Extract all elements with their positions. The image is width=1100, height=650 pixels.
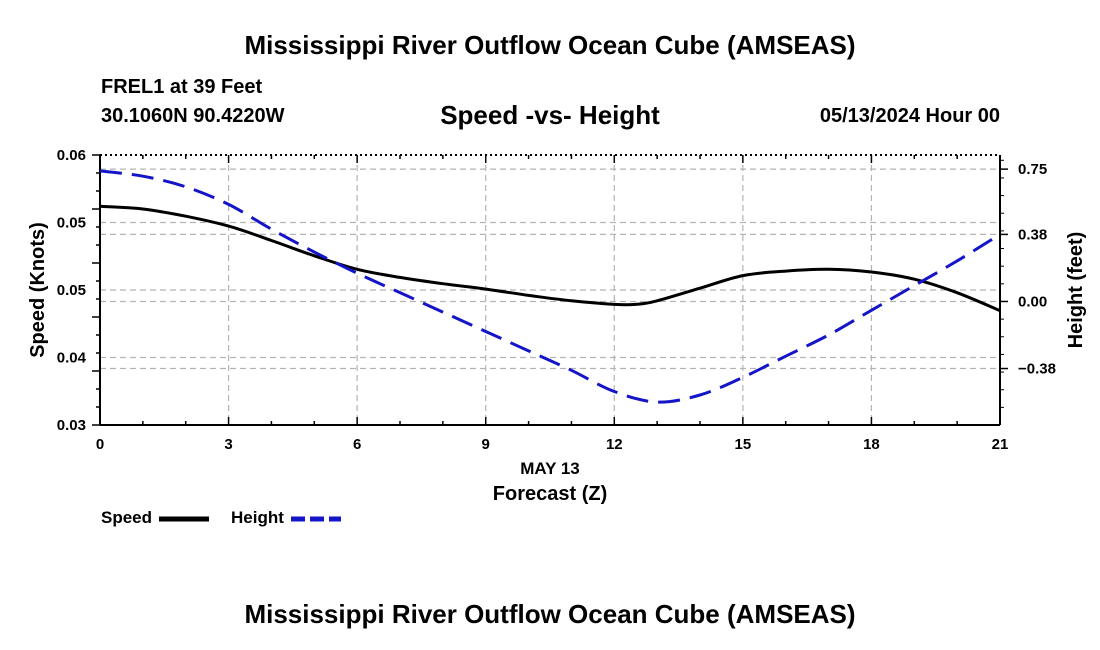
labels-layer: 0 3 6 9 12 15 18 21 0.03 0.04 0.05 0.05 0.06 −0.38 0.0… <box>27 147 1087 505</box>
x-tick-label: 6 <box>353 436 361 453</box>
legend-item-speed: Speed <box>101 508 211 528</box>
x-tick-label: 0 <box>96 436 104 453</box>
legend-item-height: Height <box>231 508 343 528</box>
coordinates-label: 30.1060N 90.4220W <box>101 105 285 127</box>
x-axis-sublabel: MAY 13 <box>520 459 580 478</box>
y-axis-label: Speed (Knots) <box>27 222 49 358</box>
y2-tick-label: −0.38 <box>1018 361 1056 378</box>
y2-tick-label: 0.00 <box>1018 293 1047 310</box>
axes-layer <box>92 154 1008 426</box>
x-tick-label: 9 <box>482 436 490 453</box>
x-tick-label: 18 <box>863 436 880 453</box>
station-label: FREL1 at 39 Feet <box>101 76 263 98</box>
grid-layer <box>100 155 1000 425</box>
y-tick-label: 0.05 <box>57 282 86 299</box>
x-tick-label: 3 <box>224 436 232 453</box>
x-tick-label: 15 <box>735 436 752 453</box>
main-title: Mississippi River Outflow Ocean Cube (AM… <box>244 30 856 60</box>
forecast-datetime: 05/13/2024 Hour 00 <box>819 105 1000 127</box>
legend-label-speed: Speed <box>101 508 153 527</box>
y2-tick-label: 0.38 <box>1018 226 1047 243</box>
legend-swatch-height <box>290 516 341 522</box>
series-line-height <box>99 169 1001 404</box>
legend-swatch-speed <box>158 516 209 522</box>
y-tick-label: 0.05 <box>57 215 86 232</box>
chart-subtitle: Speed -vs- Height <box>440 100 660 130</box>
y-tick-label: 0.04 <box>57 350 87 367</box>
y-tick-label: 0.03 <box>57 417 86 434</box>
x-tick-label: 12 <box>606 436 623 453</box>
series-layer <box>99 169 1001 404</box>
series-line-speed <box>99 204 1001 313</box>
y-tick-label: 0.06 <box>57 147 86 164</box>
footer-title: Mississippi River Outflow Ocean Cube (AM… <box>244 599 856 629</box>
y2-axis-label: Height (feet) <box>1065 232 1087 349</box>
x-axis-label: Forecast (Z) <box>493 483 607 505</box>
y2-tick-label: 0.75 <box>1018 161 1047 178</box>
legend-label-height: Height <box>231 508 284 527</box>
x-tick-label: 21 <box>992 436 1009 453</box>
